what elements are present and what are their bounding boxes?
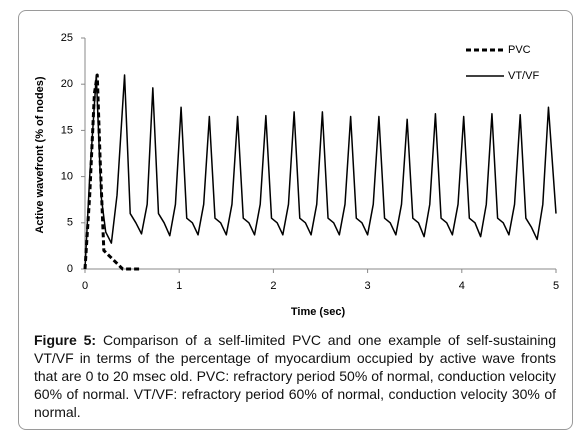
x-tick-label: 4 xyxy=(459,280,465,292)
x-tick-label: 2 xyxy=(270,280,276,292)
y-tick-label: 15 xyxy=(61,124,73,136)
x-tick-label: 0 xyxy=(82,280,88,292)
y-tick-label: 25 xyxy=(61,32,73,44)
data-line xyxy=(83,73,142,271)
x-axis-label: Time (sec) xyxy=(291,306,346,318)
figure-frame xyxy=(18,10,573,430)
x-tick-label: 1 xyxy=(176,280,182,292)
y-tick-label: 0 xyxy=(67,263,73,275)
y-tick-label: 10 xyxy=(61,171,73,183)
x-tick-label: 3 xyxy=(365,280,371,292)
caption: Figure 5: Comparison of a self-limited P… xyxy=(34,331,556,421)
y-axis-label: Active wavefront (% of nodes) xyxy=(34,76,46,233)
data-line xyxy=(84,74,557,270)
legend-label: PVC xyxy=(508,44,531,56)
legend-label: VT/VF xyxy=(508,70,539,82)
y-tick-label: 20 xyxy=(61,78,73,90)
caption-text: Comparison of a self-limited PVC and one… xyxy=(34,332,556,420)
x-tick-label: 5 xyxy=(553,280,559,292)
chart: Time (sec) Active wavefront (% of nodes)… xyxy=(34,32,559,318)
y-tick-label: 5 xyxy=(67,217,73,229)
caption-label: Figure 5: xyxy=(34,332,97,348)
